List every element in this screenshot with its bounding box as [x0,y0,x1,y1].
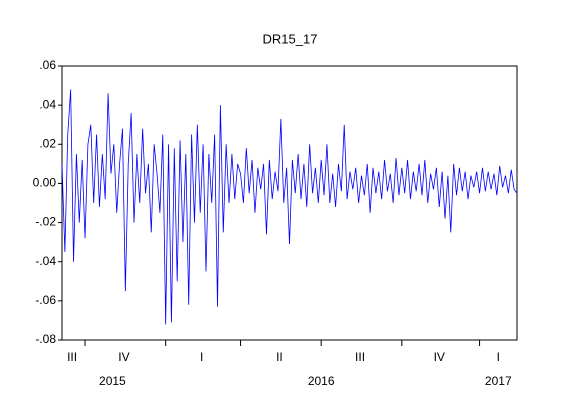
quarter-label: III [355,350,365,364]
year-label: 2017 [485,374,512,388]
y-tick-label: -.02 [35,215,56,229]
quarter-label: I [200,350,203,364]
quarter-label: III [67,350,77,364]
quarter-label: I [497,350,500,364]
year-label: 2016 [308,374,335,388]
chart-title: DR15_17 [263,31,318,46]
quarter-label: IV [434,350,445,364]
y-tick-label: .06 [39,58,56,72]
year-label: 2015 [99,374,126,388]
y-tick-label: -.04 [35,254,56,268]
plot-frame [61,65,518,341]
y-tick-label: .04 [39,97,56,111]
y-tick-label: .02 [39,136,56,150]
quarter-label: IV [118,350,129,364]
y-tick-label: -.06 [35,293,56,307]
data-line [61,89,518,325]
y-tick-label: 0.00 [33,176,57,190]
y-tick-label: -.08 [35,332,56,346]
quarter-label: II [276,350,283,364]
